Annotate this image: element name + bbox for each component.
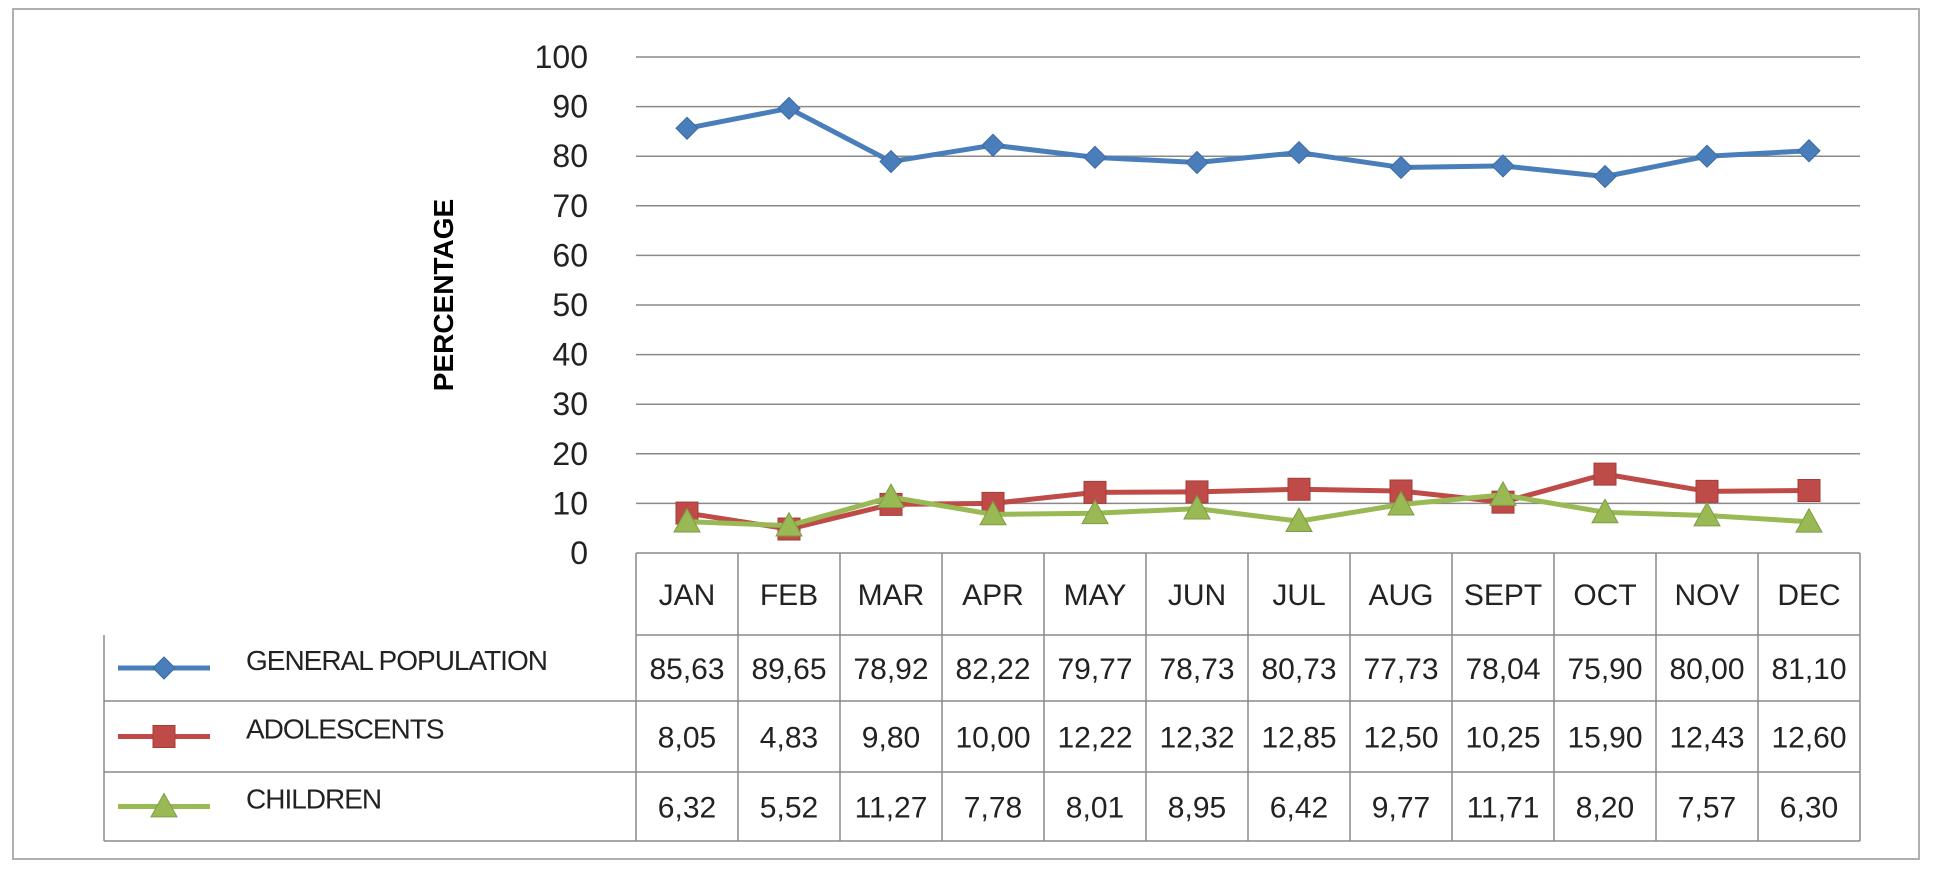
general-population-point: [1695, 144, 1719, 168]
general-population-value-cell: 81,10: [1771, 653, 1846, 686]
general-population-value-cell: 78,73: [1159, 653, 1234, 686]
children-point: [1489, 480, 1517, 506]
children-point: [673, 507, 701, 533]
x-tick-label: MAY: [1064, 579, 1127, 612]
general-population-value-cell: 80,00: [1669, 653, 1744, 686]
general-population-line: [686, 105, 1810, 180]
children-value-cell: 7,78: [964, 792, 1022, 825]
x-tick-label: DEC: [1777, 579, 1840, 612]
x-tick-label: JUL: [1272, 579, 1325, 612]
adolescents-legend-marker: [152, 725, 176, 748]
general-population-value-cell: 78,92: [853, 653, 928, 686]
children-value-cell: 11,27: [855, 792, 928, 825]
children-value-cell: 6,42: [1270, 792, 1328, 825]
adolescents-value-cell: 10,00: [955, 722, 1030, 755]
general-population-point: [879, 149, 903, 174]
y-tick-label: 50: [552, 287, 588, 323]
adolescents-line: [686, 471, 1810, 532]
general-population-point: [1797, 139, 1821, 163]
x-tick-label: OCT: [1573, 579, 1636, 612]
children-point: [1387, 490, 1415, 516]
general-population-value-cell: 77,73: [1363, 653, 1438, 686]
general-population-value-cell: 80,73: [1261, 653, 1336, 686]
children-point: [1795, 507, 1823, 533]
general-population-point: [1287, 140, 1311, 165]
children-point: [1693, 501, 1721, 527]
general-population-value-cell: 85,63: [649, 653, 724, 686]
children-value-cell: 6,30: [1780, 792, 1838, 825]
general-population-legend-label: GENERAL POPULATION: [246, 645, 547, 676]
general-population-point: [1593, 164, 1617, 189]
general-population-point: [1389, 155, 1413, 180]
y-tick-label: 10: [552, 485, 588, 521]
children-point: [1591, 498, 1619, 524]
adolescents-legend-label: ADOLESCENTS: [246, 714, 444, 745]
children-value-cell: 7,57: [1678, 792, 1736, 825]
general-population-point: [777, 96, 801, 121]
general-population-value-cell: 78,04: [1465, 653, 1540, 686]
x-tick-label: NOV: [1674, 579, 1739, 612]
y-tick-label: 90: [552, 89, 588, 125]
general-population-point: [1491, 154, 1515, 178]
children-point: [979, 500, 1007, 526]
general-population-value-cell: 75,90: [1567, 653, 1642, 686]
children-point: [1081, 499, 1109, 525]
y-tick-label: 40: [552, 337, 588, 373]
adolescents-value-cell: 9,80: [862, 722, 920, 755]
x-tick-label: MAR: [858, 579, 925, 612]
children-legend-label: CHILDREN: [246, 784, 381, 815]
adolescents-value-cell: 12,32: [1159, 722, 1234, 755]
general-population-value-cell: 79,77: [1057, 653, 1132, 686]
children-value-cell: 5,52: [760, 792, 818, 825]
x-tick-label: AUG: [1368, 579, 1433, 612]
children-line: [686, 492, 1810, 529]
y-tick-label: 100: [535, 39, 588, 75]
adolescents-point: [1593, 462, 1617, 486]
adolescents-value-cell: 12,60: [1771, 722, 1846, 755]
general-population-point: [981, 133, 1005, 157]
children-point: [775, 511, 803, 537]
y-tick-label: 0: [570, 535, 588, 571]
adolescents-point: [1797, 479, 1821, 503]
general-population-value-cell: 89,65: [751, 653, 826, 686]
x-tick-label: APR: [962, 579, 1024, 612]
y-tick-label: 80: [552, 138, 588, 174]
children-value-cell: 8,20: [1576, 792, 1634, 825]
children-value-cell: 11,71: [1467, 792, 1540, 825]
y-tick-label: 60: [552, 237, 588, 273]
adolescents-value-cell: 10,25: [1465, 722, 1540, 755]
x-tick-label: SEPT: [1464, 579, 1542, 612]
adolescents-value-cell: 15,90: [1567, 722, 1642, 755]
x-tick-label: JUN: [1168, 579, 1226, 612]
general-population-value-cell: 82,22: [955, 653, 1030, 686]
children-value-cell: 9,77: [1372, 792, 1430, 825]
adolescents-value-cell: 8,05: [658, 722, 716, 755]
general-population-point: [1185, 150, 1209, 175]
adolescents-value-cell: 12,50: [1363, 722, 1438, 755]
general-population-point: [1083, 145, 1107, 170]
children-value-cell: 8,01: [1066, 792, 1124, 825]
x-tick-label: FEB: [760, 579, 818, 612]
y-tick-label: 20: [552, 436, 588, 472]
general-population-point: [675, 116, 699, 140]
adolescents-point: [1287, 477, 1311, 501]
children-value-cell: 6,32: [658, 792, 716, 825]
children-value-cell: 8,95: [1168, 792, 1226, 825]
x-tick-label: JAN: [659, 579, 716, 612]
y-tick-label: 70: [552, 188, 588, 224]
y-axis-label: PERCENTAGE: [428, 199, 459, 391]
children-point: [1285, 507, 1313, 533]
adolescents-point: [1695, 479, 1719, 503]
children-point: [877, 483, 905, 509]
children-legend-marker: [150, 792, 178, 818]
adolescents-value-cell: 4,83: [760, 722, 818, 755]
adolescents-value-cell: 12,22: [1057, 722, 1132, 755]
adolescents-value-cell: 12,43: [1669, 722, 1744, 755]
children-point: [1183, 494, 1211, 520]
y-tick-label: 30: [552, 386, 588, 422]
adolescents-value-cell: 12,85: [1261, 722, 1336, 755]
general-population-legend-marker: [152, 656, 176, 680]
